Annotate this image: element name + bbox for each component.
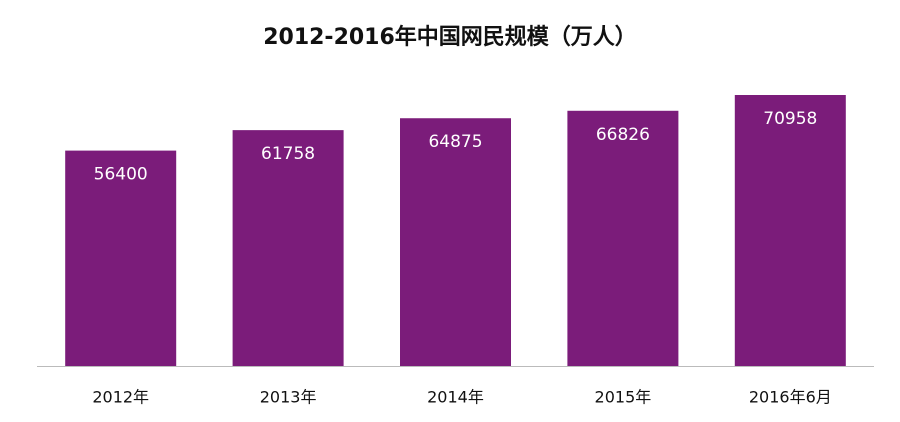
x-tick-label: 2014年 [427,388,484,407]
x-tick-label: 2012年 [92,388,149,407]
x-tick-label: 2013年 [260,388,317,407]
value-label: 64875 [428,132,482,152]
value-label: 70958 [763,109,817,129]
chart-title: 2012-2016年中国网民规模（万人） [263,24,637,50]
bar [400,118,511,366]
x-tick-label: 2015年 [595,388,652,407]
bar [232,130,344,366]
value-label: 56400 [94,165,148,185]
bar [567,110,679,367]
value-label: 61758 [261,144,315,164]
value-label: 66826 [596,125,650,145]
x-tick-label: 2016年6月 [749,388,832,407]
bar [734,95,846,366]
bar [65,150,177,366]
